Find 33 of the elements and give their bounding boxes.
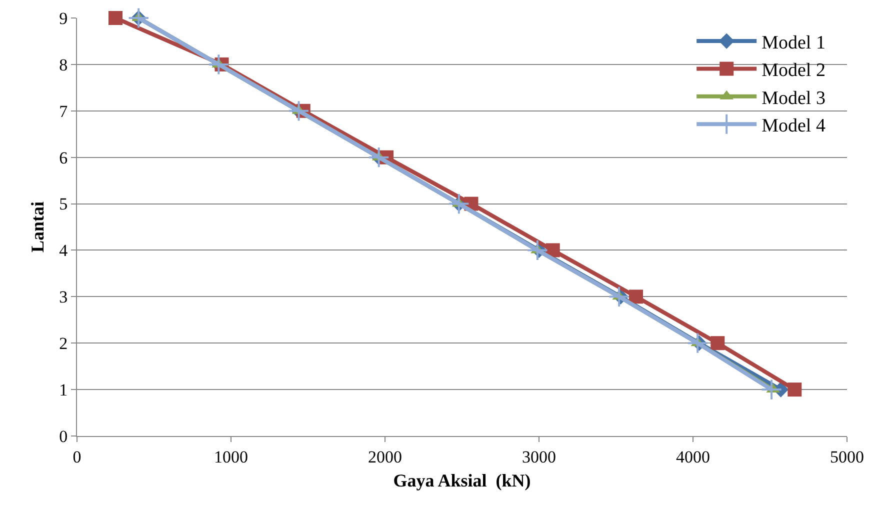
x-axis-title: Gaya Aksial (kN) [393, 470, 531, 490]
y-tick-label: 3 [59, 288, 68, 307]
y-tick-label: 1 [59, 380, 68, 400]
x-tick-label: 1000 [214, 447, 248, 466]
point [208, 54, 230, 76]
x-tick-label: 5000 [830, 447, 864, 466]
point [788, 382, 802, 397]
x-tick-label: 4000 [676, 447, 710, 466]
y-tick-label: 8 [59, 55, 68, 74]
point [368, 146, 390, 168]
legend-label: Model 1 [762, 32, 826, 54]
y-tick-label: 7 [59, 102, 68, 121]
x-tick-label: 0 [72, 447, 82, 466]
point [608, 286, 630, 308]
point [760, 378, 782, 400]
point [710, 336, 725, 350]
x-tick-label: 3000 [522, 447, 556, 466]
point [526, 239, 548, 262]
y-tick-label: 6 [59, 148, 68, 168]
legend-label: Model 3 [762, 88, 826, 109]
x-tick-label: 2000 [368, 447, 402, 466]
y-tick-label: 4 [59, 241, 68, 260]
legend-label: Model 4 [762, 116, 826, 137]
point [686, 332, 708, 354]
y-tick-label: 2 [59, 334, 68, 354]
point [108, 11, 122, 25]
y-tick-label: 5 [59, 194, 68, 214]
point [629, 290, 644, 304]
legend-label: Model 2 [762, 60, 826, 82]
point [288, 100, 310, 122]
y-axis-title: Lantai [27, 201, 48, 253]
y-tick-label: 0 [59, 426, 68, 446]
y-tick-label: 9 [59, 8, 68, 28]
